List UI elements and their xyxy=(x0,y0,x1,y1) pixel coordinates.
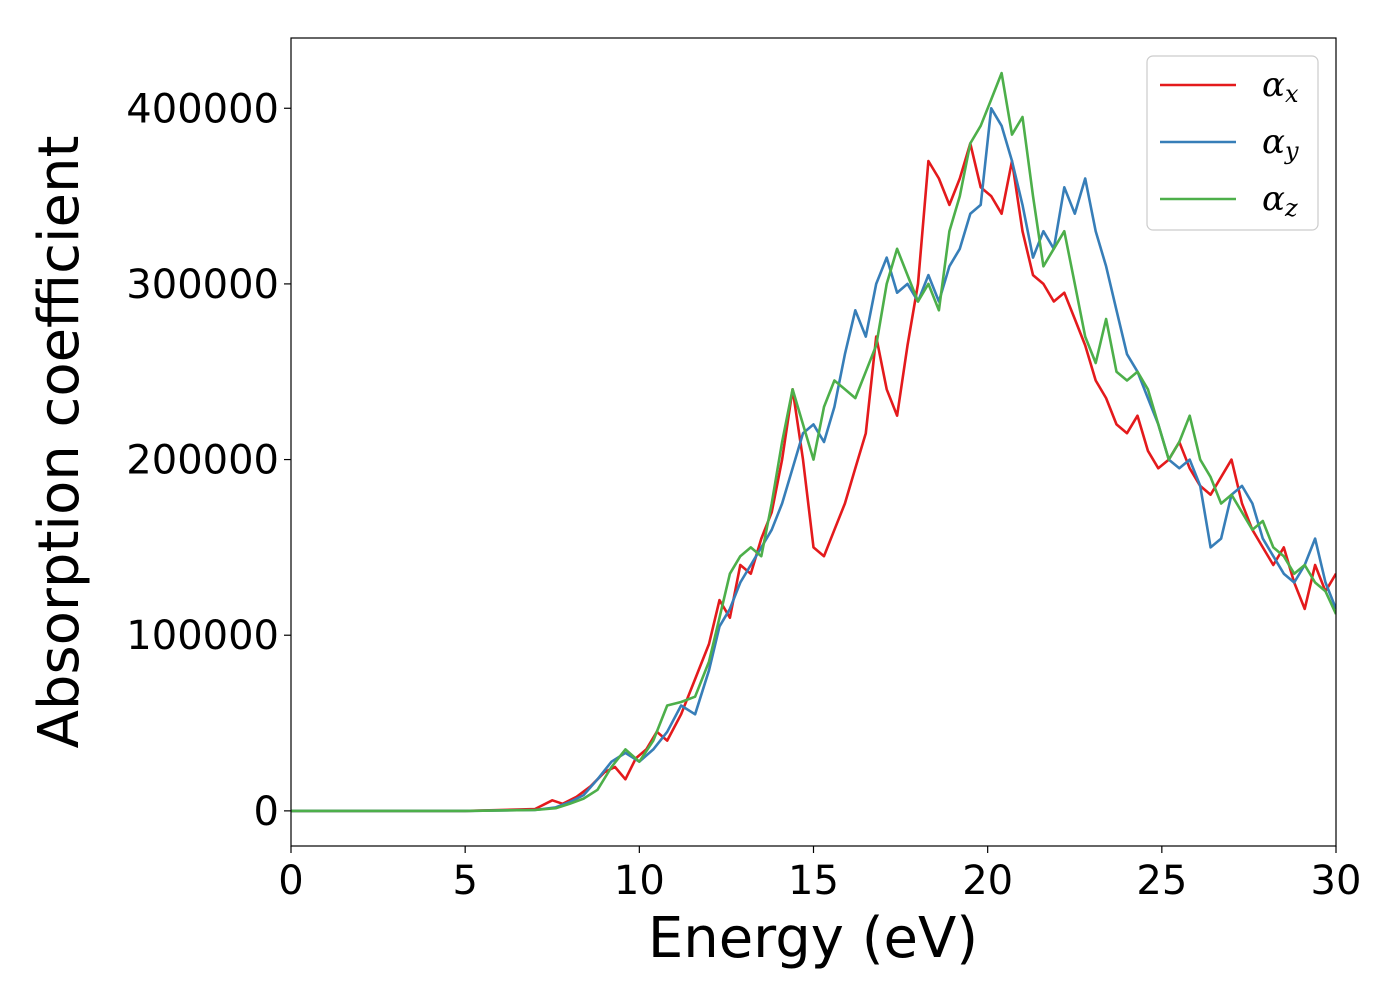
legend-label-y: αy xyxy=(1262,122,1299,165)
y-tick-label: 200000 xyxy=(126,438,279,484)
legend: αx αy αz xyxy=(1146,55,1319,231)
y-tick-label: 300000 xyxy=(126,262,279,308)
x-tick-label: 10 xyxy=(614,858,665,904)
y-axis-title: Absorption coefficient xyxy=(27,136,92,749)
y-tick-label: 100000 xyxy=(126,613,279,659)
x-tick-label: 25 xyxy=(1136,858,1187,904)
series-lines xyxy=(291,71,1336,813)
series-line-y xyxy=(291,107,1336,813)
y-tick-label: 400000 xyxy=(126,86,279,132)
x-tick-label: 0 xyxy=(278,858,303,904)
series-line-x xyxy=(291,142,1336,813)
x-tick-label: 20 xyxy=(962,858,1013,904)
x-tick-label: 5 xyxy=(452,858,477,904)
x-axis-title: Energy (eV) xyxy=(648,906,978,971)
x-tick-label: 15 xyxy=(788,858,839,904)
series-line-z xyxy=(291,71,1336,813)
x-tick-label: 30 xyxy=(1311,858,1362,904)
axes: 0 5 10 15 20 25 30 0 100000 200000 300000 400000 xyxy=(126,37,1362,904)
legend-label-z: αz xyxy=(1262,179,1298,222)
legend-label-x: αx xyxy=(1262,65,1299,108)
y-tick-label: 0 xyxy=(254,789,279,835)
